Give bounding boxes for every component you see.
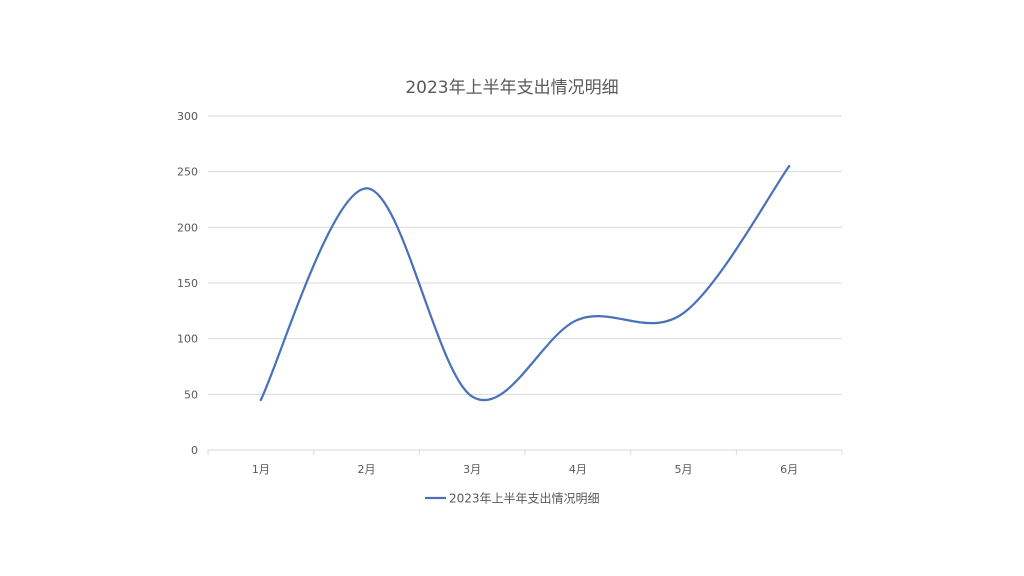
- x-tick-label: 5月: [675, 463, 693, 476]
- series-line: [259, 164, 791, 402]
- x-tick-label: 4月: [569, 463, 587, 476]
- y-tick-label: 300: [177, 110, 198, 123]
- data-point: [682, 311, 685, 315]
- gridlines: [208, 115, 842, 451]
- data-point: [259, 398, 262, 401]
- legend: 2023年上半年支出情况明细: [425, 492, 600, 506]
- y-tick-label: 0: [191, 444, 198, 457]
- y-tick-label: 100: [177, 333, 198, 346]
- data-point: [788, 165, 791, 168]
- x-tick-label: 6月: [780, 463, 798, 476]
- series-layer: [259, 164, 791, 402]
- x-tick-label: 2月: [358, 463, 376, 476]
- y-tick-label: 250: [177, 166, 198, 179]
- axes: 0 50 100 150 200 250 300 1月 2月 3月 4月 5月 6月: [177, 110, 843, 476]
- y-tick-label: 150: [177, 277, 198, 290]
- y-tick-label: 200: [177, 221, 198, 234]
- data-point: [576, 318, 579, 321]
- data-point: [471, 395, 474, 398]
- legend-label: 2023年上半年支出情况明细: [449, 492, 600, 506]
- x-tick-label: 1月: [252, 463, 270, 476]
- y-tick-label: 50: [184, 388, 198, 401]
- data-point: [365, 187, 368, 190]
- x-tick-label: 3月: [463, 463, 481, 476]
- chart-title: 2023年上半年支出情况明细: [405, 78, 618, 98]
